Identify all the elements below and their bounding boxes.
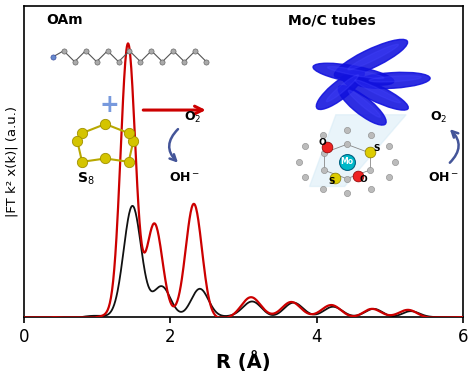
Point — [70, 158, 78, 164]
Ellipse shape — [348, 44, 399, 70]
Point — [27, 60, 35, 67]
Ellipse shape — [348, 90, 381, 117]
Point — [78, 158, 85, 164]
Point — [78, 156, 85, 163]
Point — [66, 166, 73, 172]
Point — [30, 60, 38, 67]
Point — [82, 166, 90, 172]
Ellipse shape — [356, 72, 430, 88]
Point — [74, 182, 82, 188]
Point — [29, 71, 36, 77]
Ellipse shape — [334, 39, 408, 78]
Point — [32, 71, 40, 77]
Point — [25, 67, 33, 73]
Point — [38, 166, 46, 172]
Point — [76, 179, 83, 185]
Point — [70, 174, 78, 180]
Ellipse shape — [338, 86, 386, 125]
Point — [70, 140, 78, 146]
Point — [40, 71, 47, 77]
Ellipse shape — [328, 67, 384, 79]
Point — [72, 181, 80, 187]
Point — [74, 196, 82, 202]
Point — [49, 60, 56, 67]
Point — [43, 71, 51, 77]
Point — [30, 166, 37, 172]
Y-axis label: |FT k² x(k)| (a.u.): |FT k² x(k)| (a.u.) — [6, 106, 18, 217]
Point — [38, 139, 46, 145]
Text: O: O — [360, 175, 367, 184]
Point — [67, 181, 75, 187]
Text: Mo: Mo — [340, 157, 354, 166]
Ellipse shape — [369, 76, 421, 82]
Point — [30, 139, 37, 145]
Point — [34, 130, 41, 136]
Point — [71, 152, 78, 158]
Point — [70, 192, 78, 198]
Point — [45, 60, 53, 67]
Polygon shape — [310, 115, 406, 186]
Text: OH$^-$: OH$^-$ — [169, 170, 200, 184]
Point — [47, 71, 55, 77]
Point — [34, 163, 41, 169]
Ellipse shape — [327, 75, 358, 102]
Point — [74, 150, 82, 156]
Ellipse shape — [313, 63, 394, 85]
Point — [34, 60, 42, 67]
Point — [36, 71, 44, 77]
Point — [38, 60, 46, 67]
Ellipse shape — [342, 76, 408, 110]
Point — [42, 60, 49, 67]
Text: OAm: OAm — [46, 13, 82, 27]
Text: +: + — [100, 93, 119, 118]
Point — [67, 151, 75, 157]
Text: O$_2$: O$_2$ — [184, 110, 202, 125]
Point — [51, 71, 58, 77]
Point — [78, 140, 86, 146]
Point — [74, 166, 82, 172]
Point — [29, 147, 37, 153]
Text: Mo/C tubes: Mo/C tubes — [288, 13, 375, 27]
Point — [81, 151, 89, 157]
Point — [74, 136, 82, 142]
Text: S: S — [374, 144, 380, 153]
Text: O$_2$: O$_2$ — [430, 110, 448, 125]
X-axis label: R (Å): R (Å) — [216, 352, 271, 372]
Point — [78, 174, 85, 180]
FancyArrowPatch shape — [450, 131, 459, 163]
FancyArrowPatch shape — [169, 129, 178, 161]
Text: O: O — [319, 138, 327, 147]
Ellipse shape — [316, 70, 364, 110]
Point — [81, 181, 89, 187]
Ellipse shape — [355, 80, 401, 103]
Point — [38, 147, 46, 153]
Text: OH$^-$: OH$^-$ — [428, 170, 459, 184]
Text: S$_8$: S$_8$ — [77, 171, 94, 187]
Point — [78, 192, 86, 198]
Text: S: S — [328, 177, 335, 186]
